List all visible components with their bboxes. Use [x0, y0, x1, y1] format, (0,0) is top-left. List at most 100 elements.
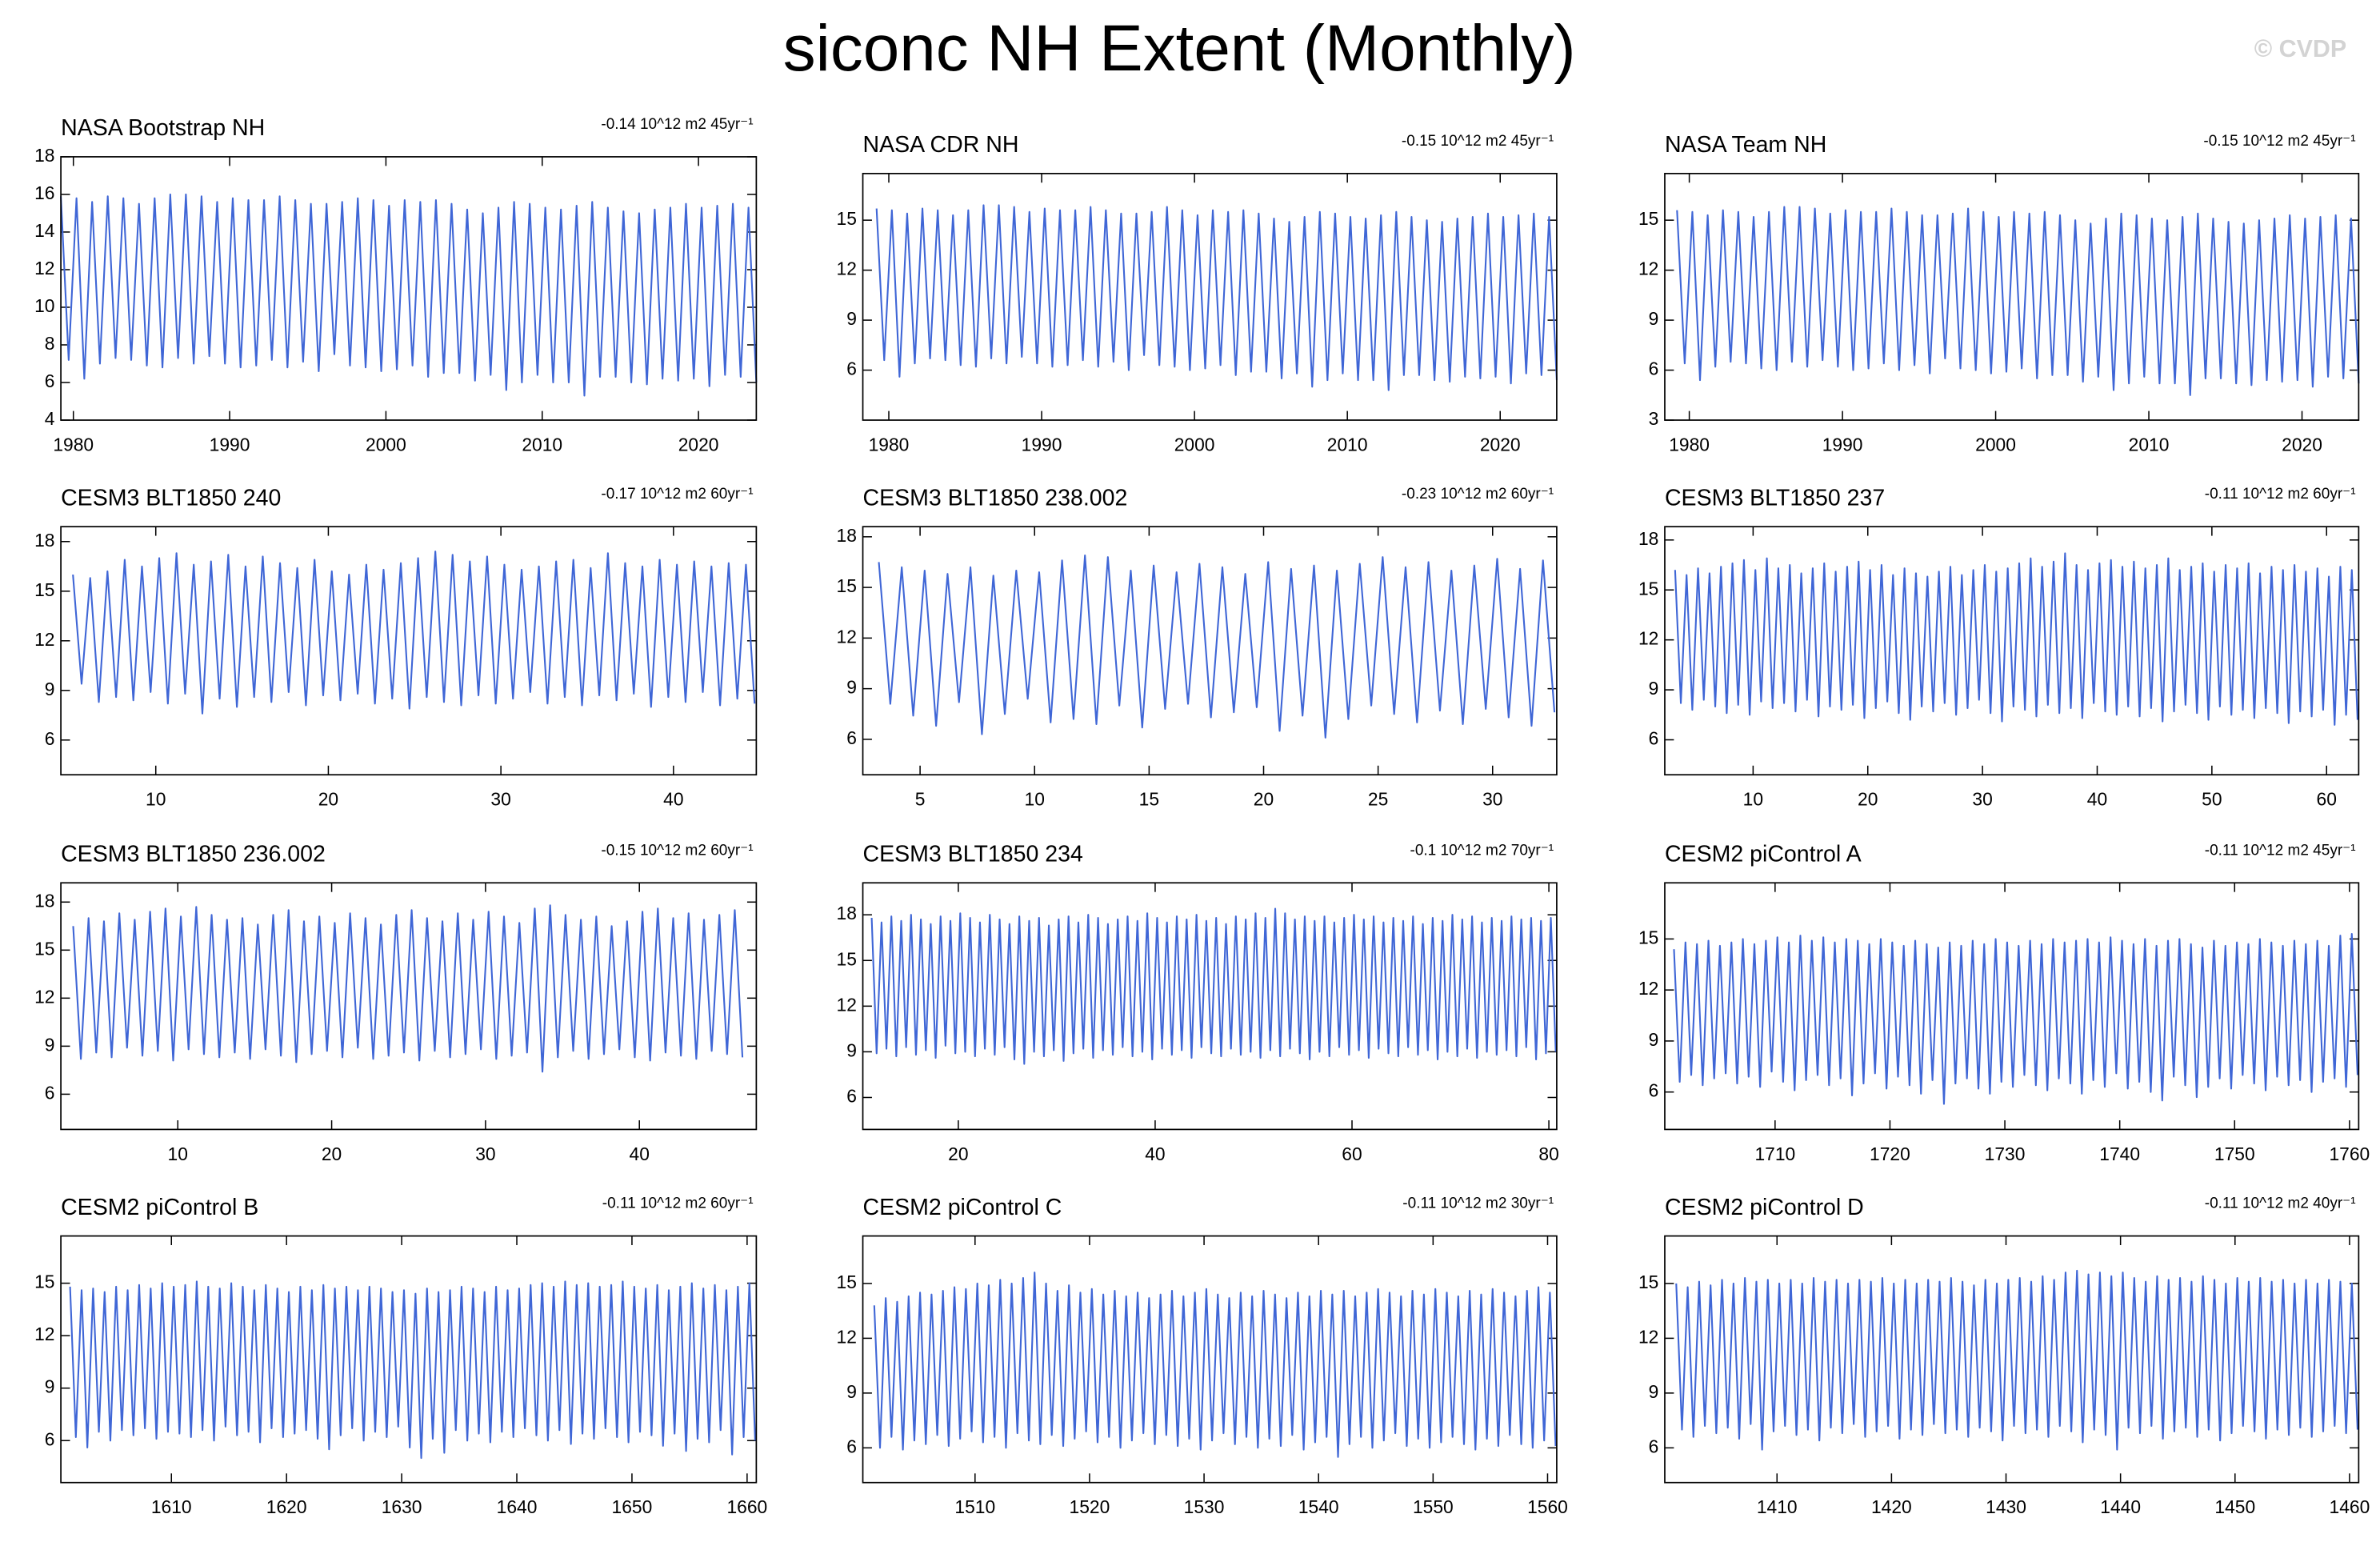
panel: NASA CDR NH -0.15 10^12 m2 45yr⁻¹ 6 9 12 15 19… — [837, 132, 1558, 455]
series-line — [1675, 1269, 2358, 1451]
x-tick-label: 2010 — [522, 434, 562, 455]
y-tick-label: 18 — [837, 525, 857, 546]
panel: CESM2 piControl C -0.11 10^12 m2 30yr⁻¹ 6 9… — [837, 1195, 1568, 1517]
panel-title: NASA Bootstrap NH — [61, 115, 265, 141]
x-tick-label: 2020 — [2282, 434, 2322, 455]
x-tick-label: 1980 — [53, 434, 94, 455]
y-tick-label: 18 — [34, 530, 54, 551]
y-tick-label: 10 — [34, 295, 54, 316]
y-tick-label: 9 — [45, 1376, 55, 1397]
y-tick-label: 12 — [34, 629, 54, 650]
x-tick-label: 30 — [1972, 789, 1992, 810]
trend-label: -0.15 10^12 m2 45yr⁻¹ — [2203, 133, 2355, 150]
x-tick-label: 50 — [2202, 789, 2222, 810]
x-tick-label: 1620 — [266, 1496, 307, 1517]
y-tick-label: 9 — [1649, 1381, 1659, 1402]
x-tick-label: 1630 — [382, 1496, 422, 1517]
y-tick-label: 12 — [837, 258, 857, 279]
trend-label: -0.15 10^12 m2 45yr⁻¹ — [1402, 133, 1554, 150]
x-tick-label: 1460 — [2330, 1496, 2370, 1517]
x-tick-label: 1990 — [1822, 434, 1863, 455]
plot-frame — [1664, 882, 2360, 1131]
x-tick-label: 1530 — [1184, 1496, 1225, 1517]
x-tick-label: 1410 — [1757, 1496, 1798, 1517]
y-tick-label: 6 — [846, 727, 857, 748]
x-tick-label: 1450 — [2214, 1496, 2255, 1517]
series-line — [1674, 552, 2358, 726]
y-tick-label: 15 — [837, 208, 857, 229]
panel-title: CESM2 piControl A — [1665, 842, 1862, 867]
panel-title: NASA Team NH — [1665, 132, 1826, 158]
y-tick-label: 15 — [837, 1272, 857, 1292]
x-tick-label: 40 — [2087, 789, 2107, 810]
plot-frame — [862, 526, 1558, 776]
y-tick-label: 18 — [1638, 528, 1658, 549]
x-tick-label: 40 — [630, 1143, 650, 1164]
y-tick-label: 15 — [34, 1272, 54, 1292]
x-tick-label: 30 — [490, 789, 510, 810]
x-tick-label: 20 — [1254, 789, 1274, 810]
x-tick-label: 1420 — [1871, 1496, 1912, 1517]
plot-frame — [1664, 1235, 2360, 1484]
x-tick-label: 1550 — [1413, 1496, 1454, 1517]
panel-title: CESM3 BLT1850 240 — [61, 485, 281, 511]
y-tick-label: 9 — [1649, 678, 1659, 699]
trend-label: -0.23 10^12 m2 60yr⁻¹ — [1402, 486, 1554, 503]
trend-label: -0.17 10^12 m2 60yr⁻¹ — [601, 486, 753, 503]
x-tick-label: 1430 — [1986, 1496, 2026, 1517]
y-tick-label: 12 — [837, 626, 857, 647]
x-tick-label: 1660 — [726, 1496, 767, 1517]
x-tick-label: 1610 — [151, 1496, 192, 1517]
x-tick-label: 1720 — [1870, 1143, 1910, 1164]
x-tick-label: 1510 — [954, 1496, 995, 1517]
plot-frame — [862, 1235, 1558, 1484]
x-tick-label: 10 — [1743, 789, 1763, 810]
x-tick-label: 1760 — [2330, 1143, 2370, 1164]
panel: CESM3 BLT1850 237 -0.11 10^12 m2 60yr⁻¹ 6 9… — [1638, 485, 2360, 810]
plot-frame — [60, 526, 758, 776]
panel: CESM2 piControl D -0.11 10^12 m2 40yr⁻¹ 6 9… — [1638, 1195, 2370, 1517]
x-tick-label: 1740 — [2099, 1143, 2140, 1164]
y-tick-label: 9 — [1649, 308, 1659, 329]
series-line — [72, 551, 756, 715]
x-tick-label: 40 — [1145, 1143, 1165, 1164]
y-tick-label: 12 — [34, 258, 54, 278]
panel: CESM3 BLT1850 236.002 -0.15 10^12 m2 60yr… — [34, 842, 758, 1164]
y-tick-label: 6 — [846, 1436, 857, 1456]
panel: NASA Bootstrap NH -0.14 10^12 m2 45yr⁻¹ 4 6… — [34, 115, 758, 455]
y-tick-label: 3 — [1649, 408, 1659, 429]
x-tick-label: 2000 — [1174, 434, 1215, 455]
x-tick-label: 20 — [948, 1143, 968, 1164]
plot-frame — [60, 156, 758, 421]
trend-label: -0.1 10^12 m2 70yr⁻¹ — [1410, 842, 1554, 859]
x-tick-label: 1650 — [612, 1496, 653, 1517]
y-tick-label: 12 — [837, 1326, 857, 1347]
x-tick-label: 2020 — [1480, 434, 1521, 455]
y-tick-label: 6 — [45, 370, 55, 391]
x-tick-label: 10 — [168, 1143, 188, 1164]
panel-title: CESM2 piControl D — [1665, 1195, 1864, 1220]
panel: CESM3 BLT1850 238.002 -0.23 10^12 m2 60yr… — [837, 485, 1558, 810]
y-tick-label: 15 — [837, 575, 857, 596]
y-tick-label: 18 — [34, 145, 54, 166]
x-tick-label: 10 — [1025, 789, 1045, 810]
series-line — [870, 907, 1557, 1065]
y-tick-label: 14 — [34, 220, 55, 241]
y-tick-label: 12 — [1638, 628, 1658, 649]
x-tick-label: 2010 — [1327, 434, 1368, 455]
y-tick-label: 9 — [1649, 1029, 1659, 1050]
y-tick-label: 16 — [34, 182, 54, 203]
trend-label: -0.11 10^12 m2 30yr⁻¹ — [1402, 1196, 1554, 1212]
trend-label: -0.15 10^12 m2 60yr⁻¹ — [601, 842, 753, 859]
y-tick-label: 12 — [34, 986, 54, 1007]
panel-title: CESM3 BLT1850 234 — [863, 842, 1083, 867]
series-line — [875, 204, 1558, 391]
x-tick-label: 20 — [322, 1143, 342, 1164]
x-tick-label: 40 — [663, 789, 683, 810]
y-tick-label: 15 — [1638, 927, 1658, 947]
y-tick-label: 4 — [45, 408, 55, 429]
figure-title: siconc NH Extent (Monthly) — [783, 12, 1576, 85]
series-line — [1673, 932, 2358, 1105]
